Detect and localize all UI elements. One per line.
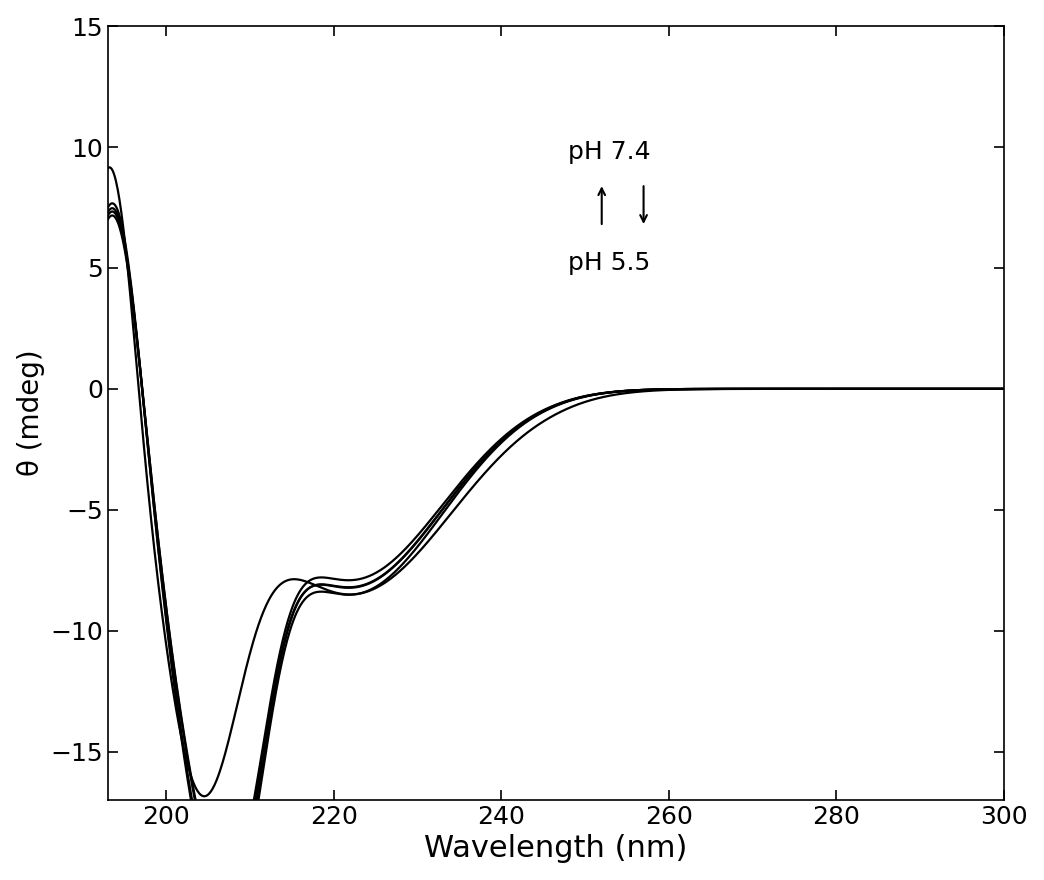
Y-axis label: θ (mdeg): θ (mdeg) <box>17 349 45 476</box>
Text: pH 7.4: pH 7.4 <box>568 140 650 164</box>
Text: pH 5.5: pH 5.5 <box>568 251 650 275</box>
X-axis label: Wavelength (nm): Wavelength (nm) <box>424 834 687 863</box>
